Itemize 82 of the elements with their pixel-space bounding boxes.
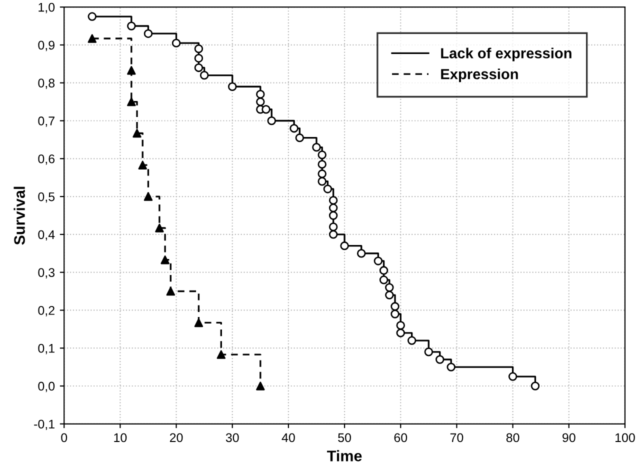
- point: [436, 355, 444, 364]
- y-tick-label: 0,4: [38, 230, 55, 241]
- y-tick-label: 0,0: [38, 382, 55, 392]
- point: [216, 350, 226, 359]
- point: [132, 128, 142, 138]
- point: [88, 12, 97, 21]
- point: [88, 34, 97, 43]
- y-tick-label: 0,8: [38, 78, 55, 89]
- point: [446, 362, 456, 372]
- point: [396, 321, 405, 330]
- x-tick-label: 70: [450, 433, 464, 442]
- point: [262, 105, 270, 114]
- point: [127, 97, 136, 106]
- y-tick-label: 0,5: [38, 192, 55, 203]
- point: [295, 133, 304, 142]
- point: [530, 382, 540, 390]
- point: [328, 230, 338, 239]
- point: [328, 196, 338, 205]
- x-tick-label: 80: [506, 433, 520, 442]
- point: [379, 276, 388, 284]
- x-axis-title: Time: [327, 450, 362, 462]
- x-tick-label: 20: [170, 433, 183, 442]
- legend-label: Expression: [441, 68, 518, 82]
- legend-label: Lack of expression: [441, 48, 572, 62]
- y-axis-title: Survival: [14, 186, 25, 245]
- point: [328, 222, 338, 232]
- x-tick-label: 30: [226, 433, 239, 442]
- point: [194, 63, 204, 72]
- point: [407, 336, 416, 345]
- point: [144, 192, 153, 201]
- point: [166, 286, 176, 296]
- point: [385, 283, 394, 292]
- point: [256, 97, 265, 106]
- point: [312, 142, 321, 152]
- point: [385, 290, 394, 300]
- point: [228, 82, 237, 92]
- point: [328, 204, 338, 212]
- point: [356, 249, 366, 258]
- point: [318, 177, 326, 186]
- point: [379, 266, 388, 275]
- point: [194, 54, 204, 63]
- point: [390, 310, 400, 318]
- y-tick-label: 0,2: [38, 306, 54, 316]
- point: [160, 255, 170, 264]
- point: [267, 116, 276, 126]
- point: [340, 241, 349, 250]
- point: [144, 29, 153, 38]
- point: [318, 169, 326, 178]
- y-tick-label: 0,3: [38, 268, 55, 278]
- x-tick-label: 60: [394, 433, 408, 442]
- point: [328, 211, 338, 220]
- y-tick-label: 0,6: [38, 154, 55, 165]
- point: [323, 184, 332, 194]
- x-tick-label: 0: [61, 433, 68, 442]
- point: [318, 160, 326, 169]
- point: [374, 256, 383, 266]
- point: [424, 348, 434, 356]
- point: [256, 382, 265, 390]
- y-tick-label: 0,1: [38, 344, 54, 354]
- point: [318, 150, 326, 160]
- point: [127, 66, 136, 75]
- x-tick-label: 50: [338, 433, 351, 442]
- x-tick-label: 100: [616, 433, 635, 442]
- x-tick-label: 10: [114, 433, 127, 442]
- point: [172, 38, 181, 48]
- point: [200, 70, 209, 80]
- x-tick-label: 90: [562, 433, 576, 442]
- point: [138, 160, 147, 170]
- y-tick-label: 0,7: [38, 116, 54, 127]
- y-tick-label: 1,0: [38, 2, 55, 14]
- point: [290, 124, 298, 133]
- point: [508, 372, 518, 381]
- point: [127, 22, 136, 30]
- point: [194, 44, 204, 54]
- point: [155, 224, 164, 232]
- point: [194, 318, 204, 328]
- point: [390, 302, 400, 311]
- y-tick-label: -0,1: [34, 420, 54, 430]
- x-tick-label: 40: [282, 433, 295, 442]
- y-tick-label: 0,9: [38, 40, 54, 52]
- point: [396, 328, 405, 338]
- point: [256, 90, 265, 99]
